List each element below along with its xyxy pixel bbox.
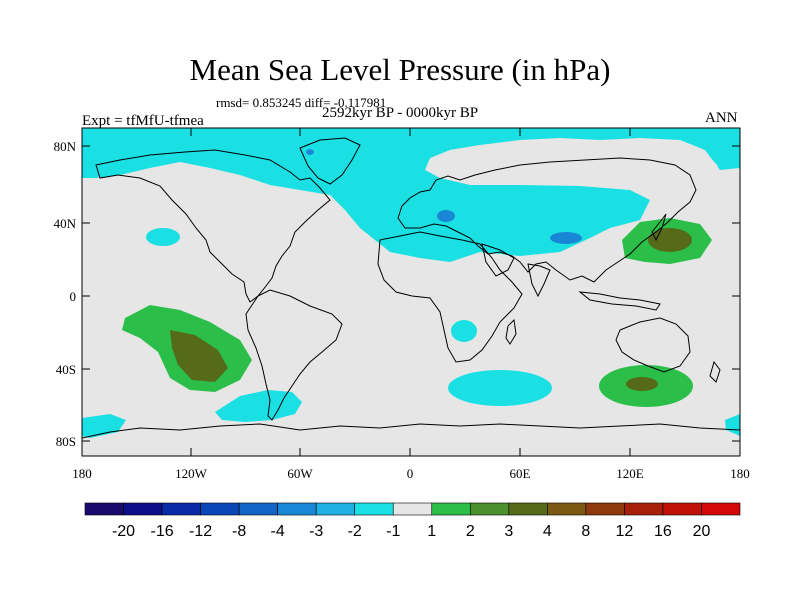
- lon-label-120w: 120W: [175, 466, 208, 481]
- lon-label-60w: 60W: [287, 466, 313, 481]
- colorbar-swatch: [123, 502, 163, 516]
- colorbar-label: -3: [309, 523, 323, 540]
- south-america-low-region: [215, 390, 302, 422]
- north-america-coast: [95, 149, 331, 303]
- africa-coast: [377, 231, 523, 363]
- tibet-deep-low: [550, 232, 582, 244]
- colorbar-label: 12: [616, 523, 634, 540]
- india-coast: [527, 263, 551, 298]
- colorbar-swatch: [508, 502, 548, 516]
- colorbar-label: -16: [150, 523, 173, 540]
- south-africa-low-blob: [451, 320, 477, 342]
- colorbar: -20 -16 -12 -8 -4 -3 -2 -1 1 2 3 4 8 12 16 20: [84, 502, 741, 540]
- experiment-label: Expt = tfMfU-tfmea: [82, 113, 204, 129]
- australia-coast: [615, 317, 691, 373]
- madagascar-coast: [505, 318, 517, 345]
- colorbar-label: -1: [386, 523, 400, 540]
- antarctica-coast: [82, 423, 740, 439]
- colorbar-label: 8: [581, 523, 590, 540]
- europe-deep-low: [437, 210, 455, 222]
- colorbar-swatch: [392, 502, 433, 516]
- south-atlantic-low-blob: [448, 370, 552, 406]
- lon-label-0: 0: [407, 466, 414, 481]
- colorbar-label: -8: [232, 523, 246, 540]
- north-pacific-high-core: [648, 228, 692, 252]
- lon-label-60e: 60E: [510, 466, 531, 481]
- greenland-coast: [299, 137, 361, 185]
- antarctic-low-west: [82, 414, 126, 438]
- map-frame: [81, 127, 741, 457]
- arctic-greenland-gap: [430, 140, 718, 180]
- colorbar-swatch: [701, 502, 741, 516]
- colorbar-swatch: [469, 502, 510, 516]
- colorbar-swatch: [431, 502, 471, 516]
- stats-text: rmsd= 0.853245 diff= -0.117981: [216, 95, 387, 110]
- colorbar-label: -4: [271, 523, 285, 540]
- colorbar-label: 3: [504, 523, 513, 540]
- pacific-low-blob: [146, 228, 180, 246]
- axis-ticks: [82, 128, 740, 456]
- lat-label-80s: 80S: [56, 434, 76, 449]
- lat-label-0: 0: [70, 289, 77, 304]
- north-pole-deep-low: [306, 149, 314, 155]
- colorbar-swatch: [354, 502, 394, 516]
- period-text: 2592kyr BP - 0000kyr BP: [321, 105, 479, 121]
- map-title: Mean Sea Level Pressure (in hPa): [189, 52, 611, 87]
- colorbar-swatch: [662, 502, 702, 516]
- south-america-coast: [245, 289, 343, 421]
- lat-label-40s: 40S: [56, 362, 76, 377]
- new-zealand-coast: [709, 360, 721, 383]
- colorbar-label: 1: [427, 523, 436, 540]
- colorbar-swatch: [277, 502, 317, 516]
- eurasia-coast: [397, 157, 697, 283]
- south-pacific-high-core: [170, 330, 228, 382]
- arctic-low-region: [82, 128, 740, 262]
- colorbar-swatch: [547, 502, 587, 516]
- lat-label-40n: 40N: [54, 216, 77, 231]
- season-label: ANN: [705, 110, 738, 126]
- arabia-coast: [481, 243, 515, 277]
- lon-label-180w: 180: [72, 466, 92, 481]
- antarctic-low-east: [725, 414, 740, 436]
- colorbar-swatch: [161, 502, 201, 516]
- colorbar-label: 2: [466, 523, 475, 540]
- colorbar-swatch: [585, 502, 625, 516]
- colorbar-label: 20: [693, 523, 711, 540]
- indonesia-coast: [578, 291, 661, 311]
- lon-label-180e: 180: [730, 466, 750, 481]
- lat-label-80n: 80N: [54, 139, 77, 154]
- colorbar-swatch: [624, 502, 664, 516]
- colorbar-label: -20: [112, 523, 135, 540]
- colorbar-swatch: [238, 502, 278, 516]
- colorbar-swatch: [200, 502, 240, 516]
- lon-label-120e: 120E: [616, 466, 644, 481]
- colorbar-swatch: [84, 502, 124, 516]
- coastlines: [82, 137, 740, 439]
- colorbar-label: -2: [348, 523, 362, 540]
- colorbar-swatch: [315, 502, 356, 516]
- colorbar-label: 16: [654, 523, 672, 540]
- southern-ocean-high-core: [626, 377, 658, 391]
- colorbar-label: -12: [189, 523, 212, 540]
- colorbar-label: 4: [543, 523, 552, 540]
- japan-coast: [651, 213, 667, 242]
